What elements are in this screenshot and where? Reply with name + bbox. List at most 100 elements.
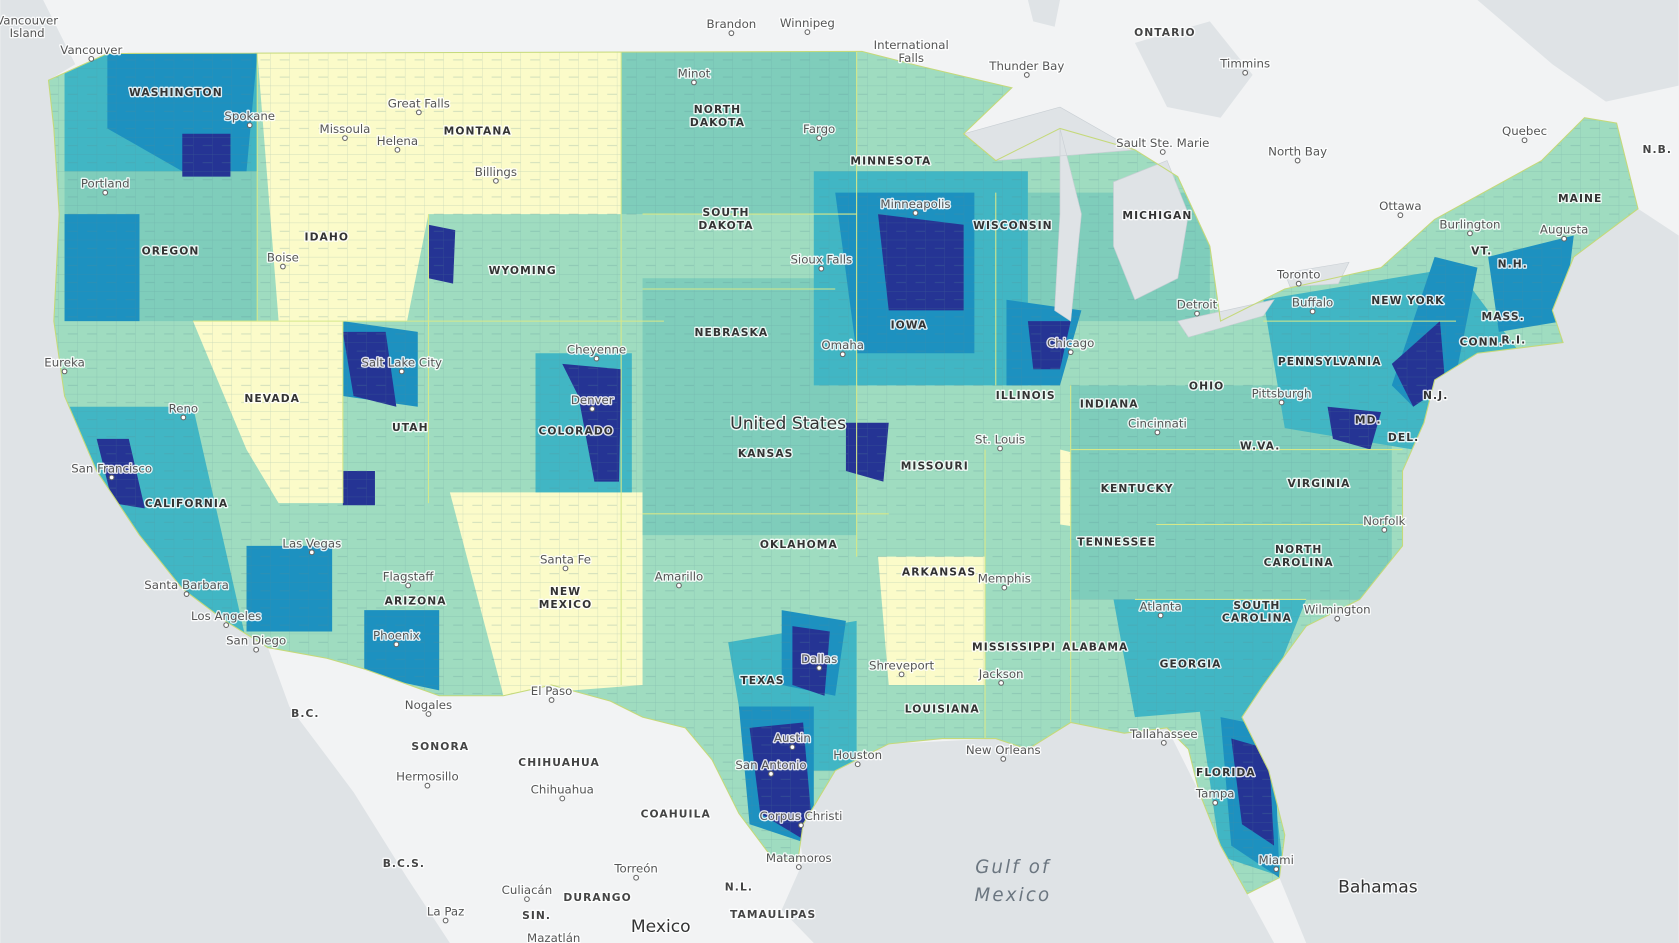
state-label: MISSISSIPPI [972,641,1056,654]
region-label: SIN. [522,909,551,922]
city-label: Dallas [801,652,837,666]
city-dot [593,355,600,362]
city-label: St. Louis [975,432,1025,446]
state-label: INDIANA [1080,398,1139,411]
state-label: CONN. [1460,336,1504,349]
city-label: Amarillo [655,569,704,583]
region-label: SONORA [411,740,469,753]
region-label: DURANGO [563,891,631,904]
city-label: Omaha [821,338,864,352]
state-label: LOUISIANA [905,703,980,716]
city-label-line: International [874,37,949,51]
state-label: IDAHO [305,231,350,244]
state-label: OHIO [1189,379,1224,392]
state-label-line: CAROLINA [1264,556,1334,569]
state-label-line: SOUTH [703,206,750,219]
city-dot [425,711,432,717]
state-label: OKLAHOMA [760,538,838,551]
city-dot [88,55,95,62]
state-label: MINNESOTA [850,155,931,168]
city-label: Norfolk [1363,514,1405,528]
state-label: R.I. [1501,333,1526,346]
city-label: Sault Ste. Marie [1116,136,1209,150]
city-label-line: Island [10,26,45,40]
city-label: North Bay [1268,144,1327,158]
city-dot [1295,280,1302,287]
city-dot [1242,69,1249,76]
city-dot [246,122,253,129]
city-dot [342,135,348,141]
city-dot [223,622,230,628]
city-label: Vancouver [60,43,122,57]
city-dot [253,646,260,653]
city-dot [493,178,499,184]
city-dot [405,582,412,589]
city-dot [1159,149,1166,155]
city-label: Thunder Bay [988,59,1064,73]
city-label-line: Falls [898,50,924,64]
city-dot [394,146,401,153]
city-label: Eureka [44,355,85,369]
city-label: Minneapolis [880,197,950,211]
city-dot [1294,157,1301,164]
city-label: Flagstaff [383,569,435,583]
city-label: Denver [571,393,614,407]
city-label: Tampa [1195,787,1235,801]
city-dot [1154,429,1161,436]
city-label: Great Falls [388,96,450,110]
st-lawrence [1477,0,1679,102]
city-label: Missoula [320,122,371,136]
city-dot [1521,137,1528,144]
city-dot [398,368,405,375]
region-label: N.L. [725,880,753,893]
state-label: IOWA [891,318,928,331]
state-label: NEW MEXICO [539,585,593,611]
city-label: Salt Lake City [361,355,442,369]
city-label: Matamoros [766,851,832,865]
region-label: B.C. [291,707,319,720]
city-dot [548,697,555,703]
city-dot [816,135,823,141]
city-label: Winnipeg [780,16,835,30]
city-dot [1194,310,1200,317]
city-dot [1334,615,1341,622]
region-label: COAHUILA [641,808,711,821]
city-dot [524,896,530,903]
city-label: Chihuahua [531,782,594,796]
city-label: Cheyenne [567,343,626,357]
region-label: CHIHUAHUA [518,756,600,769]
atlantic-ocean [1241,208,1679,943]
city-label: Fargo [803,122,835,136]
city-dot [816,665,823,671]
state-label: GEORGIA [1160,658,1222,671]
state-label: WASHINGTON [129,86,223,99]
city-label: Cincinnati [1128,416,1187,430]
city-label: Nogales [405,698,452,712]
city-label: San Antonio [735,758,806,772]
city-dot [798,822,804,829]
city-label: La Paz [427,904,464,918]
city-label: Shreveport [869,658,934,672]
city-label: Houston [833,748,882,762]
city-dot [280,263,286,270]
city-dot [633,874,640,881]
state-label: PENNSYLVANIA [1278,355,1382,368]
city-dot [768,770,774,777]
labels: United States Mexico Bahamas Gulf of Mexico O… [0,11,1672,943]
city-dot [818,265,825,272]
state-label: NORTH DAKOTA [690,103,745,129]
state-label: NEVADA [244,392,300,405]
city-label: San Diego [226,634,286,648]
city-label: Torreón [613,862,658,876]
city-label: Atlanta [1140,599,1182,613]
state-label: N.H. [1498,257,1528,270]
city-label: Vancouver Island [0,13,58,40]
city-dot [183,591,190,597]
city-label: Portland [81,177,130,191]
state-label: UTAH [392,421,429,434]
city-dot [1067,349,1074,356]
state-label: OREGON [142,245,200,258]
city-label: Timmins [1219,57,1270,71]
city-label: Minot [678,66,711,80]
